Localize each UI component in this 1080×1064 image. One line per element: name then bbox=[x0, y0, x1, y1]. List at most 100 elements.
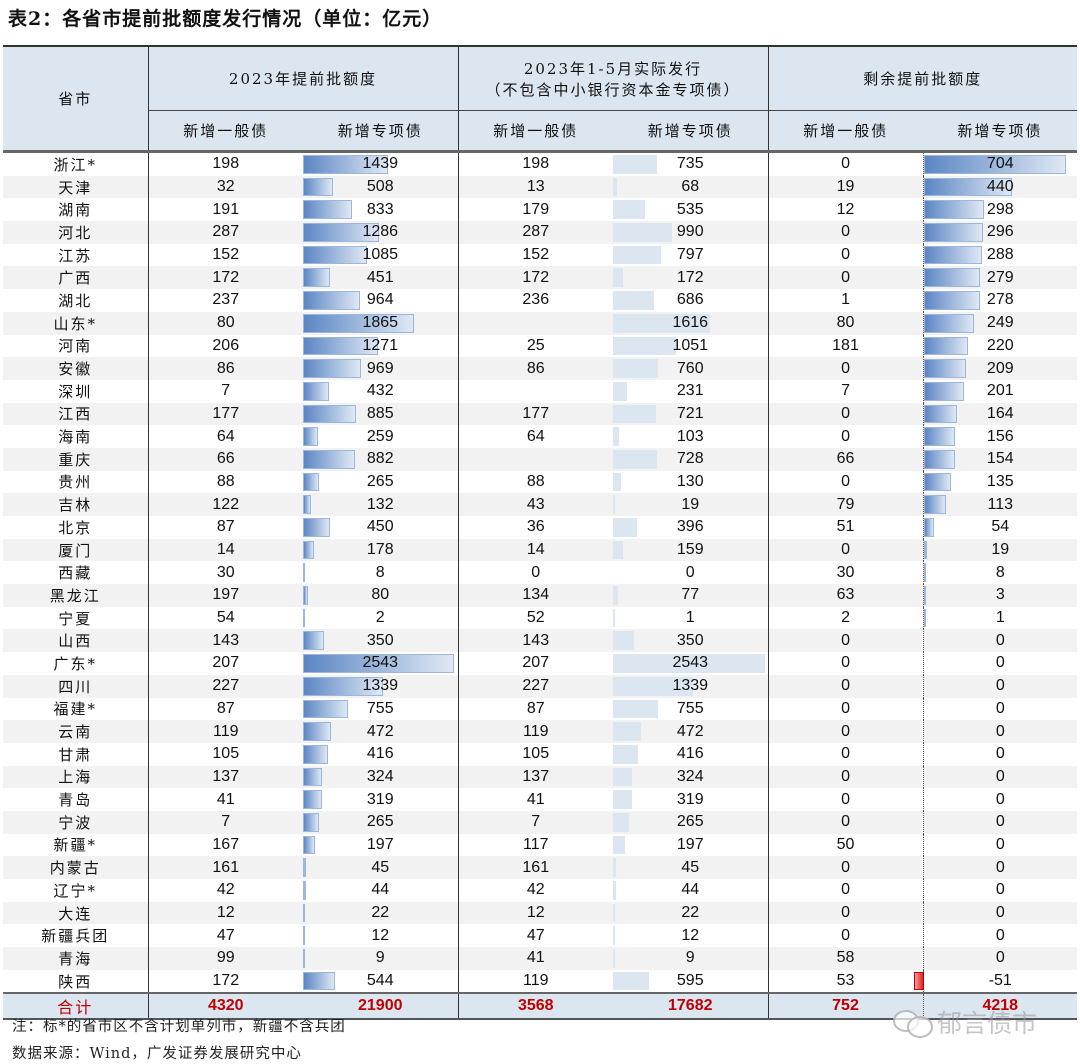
table-row: 天津 32 508 13 68 19 440 bbox=[3, 175, 1078, 199]
value-cell: 178 bbox=[303, 538, 458, 562]
cell-value: 80 bbox=[216, 314, 235, 332]
table-row: 湖南 191 833 179 535 12 298 bbox=[3, 198, 1078, 222]
data-bar bbox=[923, 155, 1066, 174]
data-bar bbox=[923, 245, 982, 265]
cell-value: 1286 bbox=[362, 223, 399, 241]
cell-value: 7 bbox=[221, 813, 231, 831]
value-cell: 0 bbox=[767, 856, 924, 879]
data-bar bbox=[303, 586, 308, 605]
value-cell: 237 bbox=[147, 289, 303, 312]
table-row: 辽宁* 42 44 42 44 0 0 bbox=[3, 879, 1078, 902]
value-cell: 396 bbox=[613, 516, 768, 539]
cell-value: 50 bbox=[836, 835, 855, 853]
province-cell: 新疆兵团 bbox=[41, 927, 110, 946]
cell-value: 206 bbox=[212, 336, 240, 354]
cell-value: 990 bbox=[676, 223, 704, 241]
value-cell: 3568 bbox=[457, 992, 613, 1021]
value-cell: 117 bbox=[457, 833, 613, 857]
cell-value: 0 bbox=[841, 541, 850, 559]
cell-value: 8 bbox=[375, 563, 385, 581]
watermark: 郁言债市 bbox=[893, 1004, 1037, 1040]
data-bar bbox=[613, 472, 621, 492]
province-cell: 江西 bbox=[3, 402, 148, 426]
cell-value: 0 bbox=[841, 427, 850, 445]
cell-value: 1616 bbox=[672, 314, 709, 332]
value-cell bbox=[457, 311, 613, 335]
value-cell: 12 bbox=[147, 901, 303, 925]
cell-value: 161 bbox=[212, 858, 240, 876]
province-cell: 河南 bbox=[58, 337, 93, 356]
value-cell: 279 bbox=[922, 266, 1078, 290]
value-cell bbox=[457, 447, 613, 471]
cell-value: 0 bbox=[995, 631, 1005, 649]
cell-value: 3 bbox=[995, 586, 1005, 604]
cell-value: 298 bbox=[986, 200, 1014, 218]
value-cell: 25 bbox=[457, 334, 613, 358]
data-bar bbox=[613, 835, 625, 855]
cell-value: 0 bbox=[841, 246, 850, 264]
cell-value: 191 bbox=[212, 200, 240, 218]
cell-value: 161 bbox=[522, 858, 550, 876]
header-group-label: 2023年1-5月实际发行 bbox=[523, 59, 703, 78]
cell-value: 7 bbox=[221, 382, 231, 400]
data-bar bbox=[613, 177, 618, 197]
value-cell: 1 bbox=[613, 607, 768, 630]
value-cell: 2543 bbox=[613, 652, 768, 675]
cell-value: 0 bbox=[995, 949, 1005, 967]
table-row: 山东* 80 1865 1616 80 249 bbox=[3, 311, 1078, 335]
cell-value: 13 bbox=[526, 178, 545, 196]
table-row: 吉林 122 132 43 19 79 113 bbox=[3, 493, 1078, 516]
cell-value: 833 bbox=[366, 200, 394, 218]
cell-value: 36 bbox=[526, 518, 545, 536]
data-bar bbox=[303, 381, 329, 401]
value-cell: 964 bbox=[303, 289, 458, 312]
cell-value: 0 bbox=[995, 813, 1005, 831]
cell-value: 0 bbox=[841, 223, 850, 241]
data-bar bbox=[303, 676, 383, 696]
data-bar bbox=[303, 835, 315, 855]
value-cell: 324 bbox=[613, 765, 769, 789]
value-cell: 0 bbox=[922, 629, 1078, 653]
cell-value: 88 bbox=[526, 472, 545, 490]
value-cell: 2543 bbox=[303, 652, 458, 675]
cell-value: 0 bbox=[841, 677, 850, 695]
value-cell: 319 bbox=[303, 788, 458, 811]
cell-value: 721 bbox=[676, 404, 704, 422]
value-cell: 198 bbox=[147, 151, 303, 176]
province-cell: 西藏 bbox=[58, 564, 93, 583]
value-cell: -51 bbox=[913, 969, 1078, 994]
value-cell: 319 bbox=[613, 788, 768, 811]
value-cell: 161 bbox=[147, 856, 303, 879]
cell-value: 472 bbox=[366, 722, 394, 740]
cell-value: 0 bbox=[841, 155, 850, 173]
cell-value: 77 bbox=[681, 586, 700, 604]
value-cell: 0 bbox=[922, 856, 1078, 879]
value-cell: 227 bbox=[457, 674, 613, 698]
cell-value: 17682 bbox=[668, 997, 713, 1015]
value-cell: 451 bbox=[303, 266, 458, 290]
data-bar bbox=[303, 518, 330, 537]
value-cell: 43 bbox=[457, 493, 613, 516]
cell-value: 105 bbox=[212, 745, 240, 763]
cell-value: 2543 bbox=[362, 654, 399, 672]
value-cell: 172 bbox=[457, 266, 613, 290]
data-bar bbox=[613, 926, 615, 946]
value-cell: 0 bbox=[922, 652, 1078, 675]
data-bar bbox=[303, 359, 361, 378]
value-cell: 450 bbox=[303, 516, 458, 539]
data-bar bbox=[613, 586, 618, 605]
cell-value: 595 bbox=[676, 972, 704, 990]
value-cell: 86 bbox=[457, 357, 613, 380]
value-cell: 45 bbox=[613, 856, 769, 879]
cell-value: 296 bbox=[986, 223, 1014, 241]
value-cell: 0 bbox=[767, 788, 924, 811]
cell-value: 177 bbox=[212, 404, 240, 422]
data-bar bbox=[303, 540, 314, 560]
cell-value: 236 bbox=[522, 291, 550, 309]
province-cell: 福建* bbox=[53, 700, 97, 719]
value-cell: 181 bbox=[767, 334, 924, 358]
value-cell: 88 bbox=[147, 470, 303, 494]
value-cell: 278 bbox=[922, 289, 1078, 312]
value-cell: 105 bbox=[457, 742, 613, 766]
value-cell: 544 bbox=[303, 970, 458, 994]
